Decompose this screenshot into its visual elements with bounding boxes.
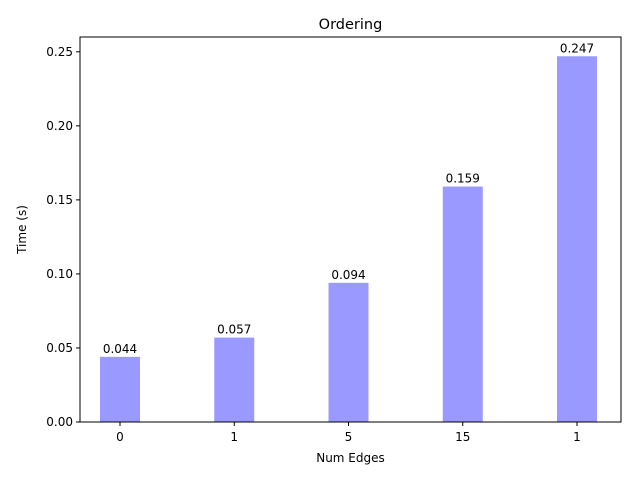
bar	[328, 282, 369, 422]
bars-group	[100, 56, 597, 422]
bar-value-label: 0.044	[103, 342, 137, 356]
bar	[100, 356, 140, 422]
bar	[557, 56, 597, 422]
y-tick-label: 0.10	[46, 267, 73, 281]
x-axis: 0 1 5 15 1	[116, 422, 581, 444]
x-tick-label: 15	[455, 430, 470, 444]
bar	[214, 337, 255, 422]
y-tick-label: 0.20	[46, 119, 73, 133]
bar-value-label: 0.159	[446, 172, 480, 186]
y-tick-label: 0.05	[46, 341, 73, 355]
x-axis-label: Num Edges	[316, 451, 385, 465]
bar-value-label: 0.247	[560, 41, 594, 55]
x-tick-label: 1	[573, 430, 581, 444]
bar	[442, 186, 483, 422]
bar-value-label: 0.057	[217, 323, 251, 337]
y-tick-label: 0.15	[46, 193, 73, 207]
plot-frame	[79, 36, 622, 423]
y-axis: 0.00 0.05 0.10 0.15 0.20 0.25	[46, 45, 80, 429]
data-labels-group: 0.044 0.057 0.094 0.159 0.247	[103, 41, 594, 356]
x-tick-label: 5	[345, 430, 353, 444]
chart-title: Ordering	[319, 17, 383, 33]
x-tick-label: 1	[230, 430, 238, 444]
y-axis-label: Time (s)	[15, 205, 29, 255]
y-tick-label: 0.25	[46, 45, 73, 59]
y-tick-label: 0.00	[46, 415, 73, 429]
x-tick-label: 0	[116, 430, 124, 444]
bar-value-label: 0.094	[331, 268, 365, 282]
